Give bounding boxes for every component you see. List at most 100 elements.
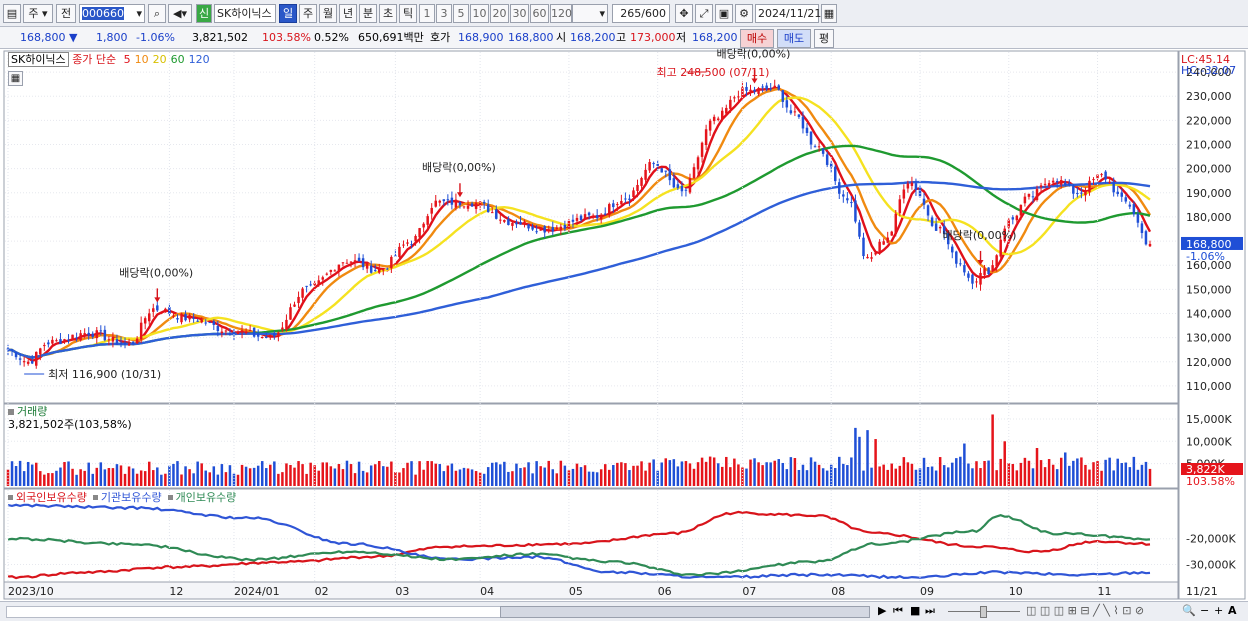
zoom-slider-thumb[interactable] bbox=[980, 606, 987, 618]
interval-button-0[interactable]: 1 bbox=[419, 4, 435, 23]
tool-icons[interactable]: ◫ ◫ ◫ ⊞ ⊟ ╱ ╲ ⌇ ⊡ ⊘ bbox=[1026, 604, 1145, 617]
save-icon[interactable]: ▣ bbox=[715, 4, 733, 23]
candle-body bbox=[922, 198, 926, 205]
count-input[interactable]: 265/600 bbox=[612, 4, 670, 23]
volume-bar bbox=[1011, 463, 1015, 486]
zoom-icon[interactable]: ⤢ bbox=[695, 4, 713, 23]
volume-bar bbox=[870, 467, 873, 486]
scroll-right-icon[interactable]: ▶ bbox=[878, 604, 887, 617]
volume-bar bbox=[692, 468, 696, 486]
volume-bar bbox=[1043, 467, 1047, 486]
candle-body bbox=[745, 86, 748, 91]
candle-body bbox=[156, 305, 159, 311]
period-tab-0[interactable]: 일 bbox=[279, 4, 297, 23]
candle-body bbox=[716, 118, 720, 120]
volume-bar bbox=[91, 473, 94, 486]
volume-bar bbox=[991, 414, 994, 486]
price-tick-label: 220,000 bbox=[1186, 114, 1232, 127]
holding-legend-2[interactable]: 개인보유수량 bbox=[175, 491, 237, 504]
rewind-icon[interactable]: ⏮ bbox=[893, 604, 903, 617]
candle-body bbox=[1015, 215, 1019, 221]
date-input[interactable]: 2024/11/21 bbox=[755, 4, 821, 23]
volume-bar bbox=[704, 461, 708, 486]
code-dropdown-icon[interactable]: ▾ bbox=[136, 7, 142, 20]
interval-button-4[interactable]: 20 bbox=[490, 4, 509, 23]
buy-button[interactable]: 매수 bbox=[740, 29, 774, 48]
x-tick-label: 07 bbox=[742, 585, 756, 598]
candle-body bbox=[632, 190, 635, 197]
interval-button-5[interactable]: 30 bbox=[510, 4, 529, 23]
volume-tick-label: 10,000K bbox=[1186, 435, 1232, 448]
legend-ma-60[interactable]: 60 bbox=[170, 53, 185, 66]
scroll-thumb[interactable] bbox=[500, 606, 870, 618]
prev-button[interactable]: 전 bbox=[56, 4, 76, 23]
interval-button-1[interactable]: 3 bbox=[436, 4, 452, 23]
interval-button-6[interactable]: 60 bbox=[530, 4, 549, 23]
volume-bar bbox=[369, 465, 373, 486]
candle-body bbox=[942, 225, 946, 234]
candle-body bbox=[458, 202, 462, 206]
calculator-icon[interactable]: ▦ bbox=[8, 71, 23, 86]
search-icon[interactable]: ⌕ bbox=[148, 4, 166, 23]
candle-body bbox=[765, 85, 768, 90]
volume-bar bbox=[930, 466, 934, 486]
volume-bar bbox=[906, 462, 910, 486]
legend-ma-10[interactable]: 10 bbox=[134, 53, 149, 66]
legend-ma-120[interactable]: 120 bbox=[188, 53, 210, 66]
holding-legend-0[interactable]: 외국인보유수량 bbox=[16, 491, 87, 504]
candle-body bbox=[1039, 185, 1043, 188]
interval-button-2[interactable]: 5 bbox=[453, 4, 469, 23]
window-menu-icon[interactable]: ▤ bbox=[3, 4, 21, 23]
candle-body bbox=[850, 202, 853, 204]
holding-legend-1[interactable]: 기관보유수량 bbox=[100, 491, 162, 504]
volume-bar bbox=[1068, 465, 1071, 486]
period-tab-3[interactable]: 년 bbox=[339, 4, 357, 23]
period-tab-6[interactable]: 틱 bbox=[399, 4, 417, 23]
candle-body bbox=[741, 87, 744, 97]
zoom-in-icon[interactable]: 🔍 bbox=[1182, 604, 1196, 617]
candle-body bbox=[591, 215, 595, 218]
plus-icon[interactable]: + bbox=[1214, 604, 1224, 617]
candle-body bbox=[878, 241, 881, 252]
legend-ma-5[interactable]: 5 bbox=[123, 53, 131, 66]
market-select[interactable]: 주 ▾ bbox=[23, 4, 53, 23]
sound-icon[interactable]: ◀▾ bbox=[168, 4, 192, 23]
minus-icon[interactable]: − bbox=[1200, 604, 1210, 617]
volume-bar bbox=[934, 470, 938, 486]
fast-forward-icon[interactable]: ⏭ bbox=[925, 604, 935, 617]
candle-body bbox=[406, 242, 409, 244]
period-tab-4[interactable]: 분 bbox=[359, 4, 377, 23]
hc-label: HC:-32.07 bbox=[1181, 64, 1237, 77]
volume-bar bbox=[599, 469, 603, 486]
crosshair-icon[interactable]: ✥ bbox=[675, 4, 693, 23]
candle-body bbox=[1112, 181, 1115, 193]
interval-button-7[interactable]: 120 bbox=[550, 4, 572, 23]
period-tab-1[interactable]: 주 bbox=[299, 4, 317, 23]
interval-button-3[interactable]: 10 bbox=[470, 4, 489, 23]
volume-bar bbox=[1124, 462, 1128, 486]
gear-icon[interactable]: ⚙ bbox=[735, 4, 753, 23]
candle-body bbox=[559, 226, 563, 231]
current-price: 168,800 ▼ bbox=[20, 31, 78, 44]
legend-stock-name[interactable]: SK하이닉스 bbox=[8, 52, 69, 67]
volume-bar bbox=[1148, 468, 1152, 486]
stop-icon[interactable]: ■ bbox=[910, 604, 921, 617]
legend-ma-20[interactable]: 20 bbox=[152, 53, 167, 66]
calendar-icon[interactable]: ▦ bbox=[821, 4, 837, 23]
candle-body bbox=[785, 100, 789, 108]
candle-body bbox=[1140, 223, 1144, 234]
stock-code-input[interactable]: 000660 ▾ bbox=[79, 4, 145, 23]
period-tab-2[interactable]: 월 bbox=[319, 4, 337, 23]
interval-select[interactable]: ▾ bbox=[572, 4, 608, 23]
period-tab-5[interactable]: 초 bbox=[379, 4, 397, 23]
legend-ma-label[interactable]: 종가 단순 bbox=[72, 53, 117, 66]
eval-button[interactable]: 평 bbox=[814, 29, 834, 48]
sell-button[interactable]: 매도 bbox=[777, 29, 811, 48]
volume-bar bbox=[757, 462, 760, 486]
candle-body bbox=[842, 194, 845, 197]
text-tool-icon[interactable]: A bbox=[1228, 604, 1237, 617]
candle-body bbox=[906, 183, 910, 189]
volume-bar bbox=[874, 439, 877, 486]
candle-body bbox=[188, 315, 191, 320]
